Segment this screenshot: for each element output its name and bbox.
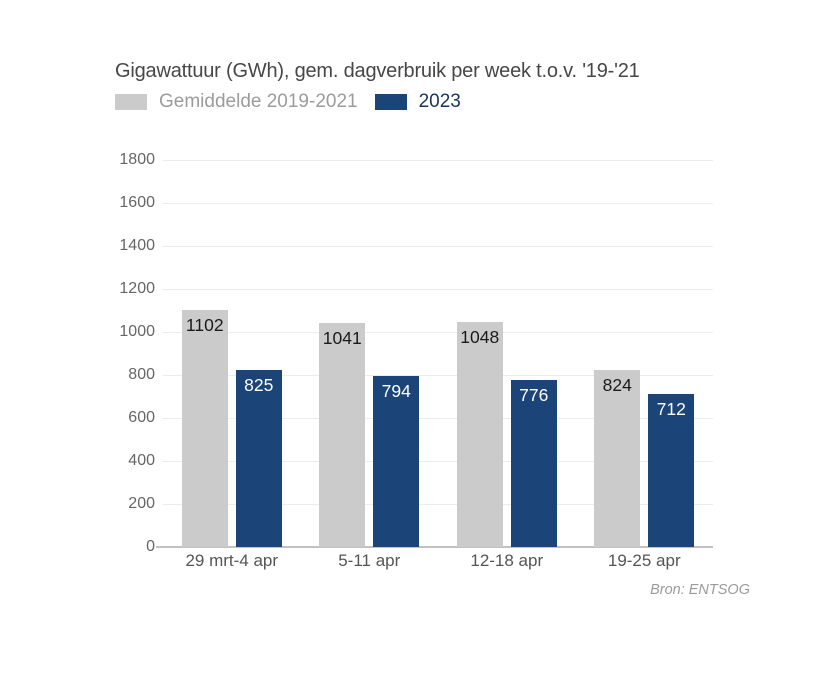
y-axis-tick-label: 1600	[119, 194, 155, 211]
gridline	[163, 375, 713, 376]
legend-swatch	[115, 94, 147, 110]
plot-area: 1102 825 1041 794 1048 776 824 712	[156, 160, 713, 548]
y-axis-tick-label: 400	[128, 452, 155, 469]
legend-swatch	[374, 94, 407, 110]
y-axis-tick-label: 0	[146, 538, 155, 555]
bar-gemiddelde-2019-2021: 1102	[181, 310, 228, 547]
chart-legend: Gemiddelde 2019-2021 2023	[115, 91, 478, 113]
bar-2023: 825	[235, 370, 282, 547]
x-axis-category-label: 12-18 apr	[470, 551, 544, 570]
source-credit: Bron: ENTSOG	[650, 582, 750, 598]
bar-2023: 794	[373, 376, 420, 547]
bar-value-label: 825	[244, 375, 274, 395]
chart-title: Gigawattuur (GWh), gem. dagverbruik per …	[115, 60, 640, 82]
y-axis-tick-label: 200	[128, 495, 155, 512]
bar-gemiddelde-2019-2021: 824	[594, 370, 641, 547]
legend-item-2023: 2023	[374, 91, 461, 113]
gridline	[163, 504, 713, 505]
gridline	[163, 246, 713, 247]
legend-item-gemiddelde: Gemiddelde 2019-2021	[115, 91, 358, 113]
bar-value-label: 824	[602, 375, 632, 395]
gridline	[163, 160, 713, 161]
x-axis-category-label: 19-25 apr	[607, 551, 681, 570]
bar-value-label: 776	[519, 385, 549, 405]
gridline	[163, 289, 713, 290]
gridline	[163, 461, 713, 462]
bar-value-label: 794	[381, 381, 411, 401]
y-axis-tick-label: 1400	[119, 237, 155, 254]
y-axis-tick-label: 800	[128, 366, 155, 383]
y-axis-tick-label: 1200	[119, 280, 155, 297]
bar-value-label: 712	[656, 399, 686, 419]
bar-2023: 712	[648, 394, 695, 547]
gridline	[163, 332, 713, 333]
x-axis-line	[156, 546, 713, 548]
y-axis-tick-label: 600	[128, 409, 155, 426]
y-axis-tick-label: 1800	[119, 151, 155, 168]
legend-label: Gemiddelde 2019-2021	[159, 91, 358, 112]
bar-value-label: 1048	[460, 327, 500, 347]
bar-gemiddelde-2019-2021: 1048	[456, 322, 503, 547]
x-axis-category-label: 5-11 apr	[338, 551, 401, 570]
bar-value-label: 1102	[185, 315, 224, 335]
gridline	[163, 203, 713, 204]
legend-label: 2023	[418, 91, 461, 112]
bar-2023: 776	[510, 380, 557, 547]
y-axis-tick-label: 1000	[119, 323, 155, 340]
bar-value-label: 1041	[322, 328, 362, 348]
bar-gemiddelde-2019-2021: 1041	[319, 323, 366, 547]
gridline	[163, 418, 713, 419]
x-axis-category-label: 29 mrt-4 apr	[185, 551, 279, 570]
